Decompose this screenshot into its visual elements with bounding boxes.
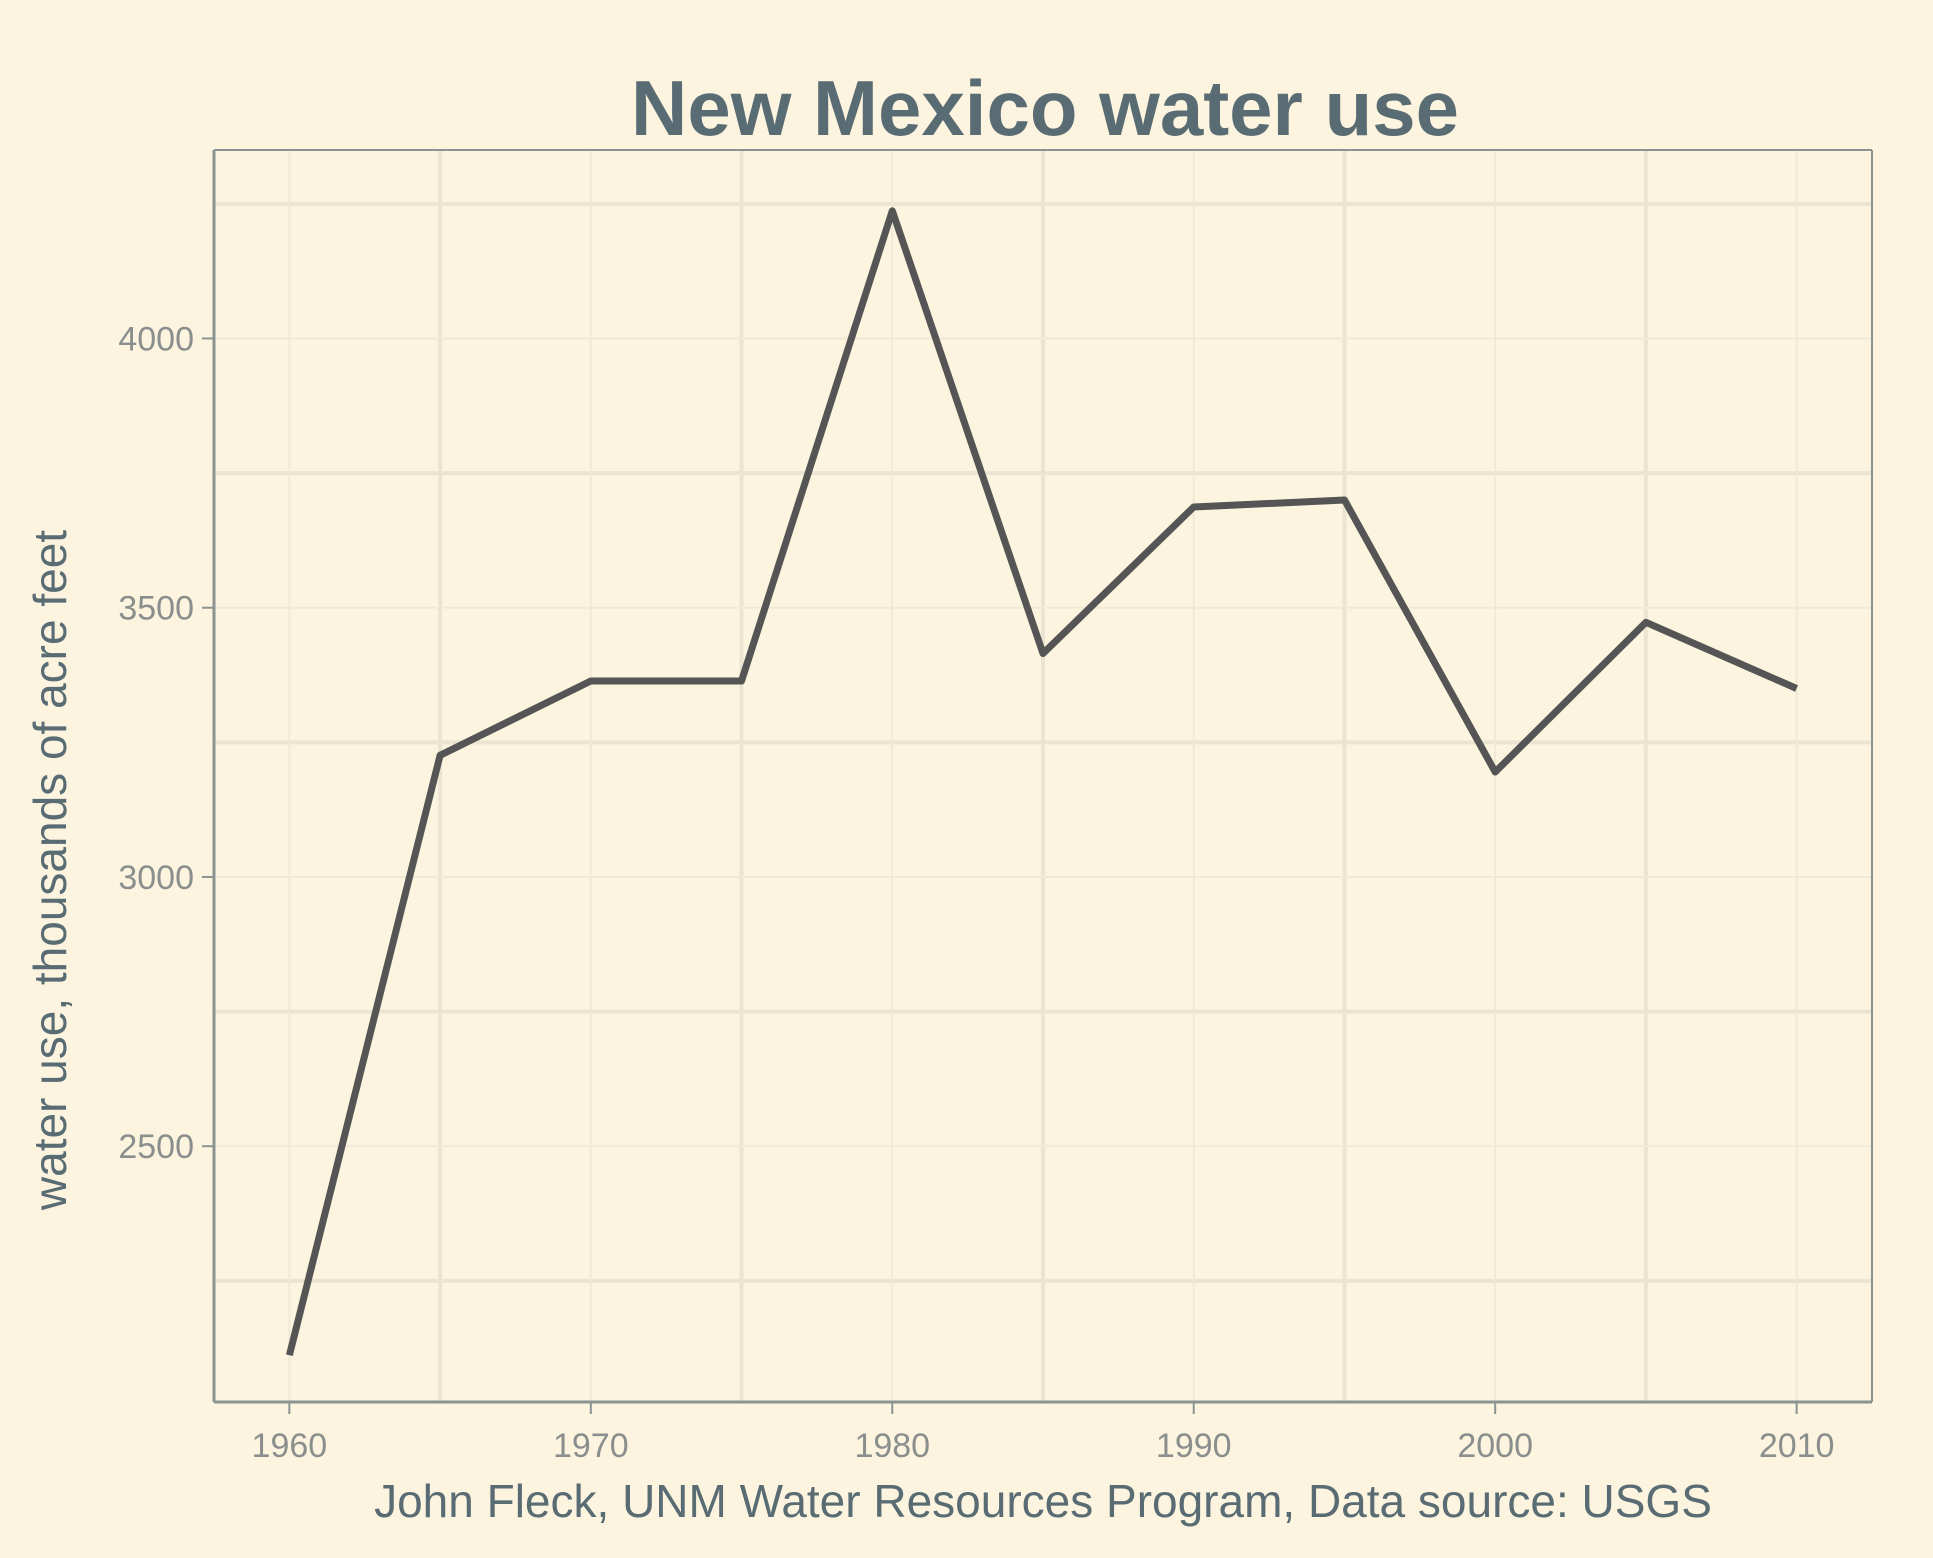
x-axis-title: John Fleck, UNM Water Resources Program,… — [374, 1475, 1712, 1527]
y-tick-label: 3500 — [118, 590, 194, 628]
axes — [202, 149, 1873, 1414]
x-tick-label: 1980 — [854, 1427, 930, 1465]
x-tick-label: 1970 — [553, 1427, 629, 1465]
x-tick-label: 2010 — [1759, 1427, 1835, 1465]
y-tick-label: 3000 — [118, 859, 194, 897]
x-tick-label: 1960 — [252, 1427, 328, 1465]
gridlines — [214, 150, 1872, 1402]
y-tick-label: 2500 — [118, 1128, 194, 1166]
data-series — [286, 207, 1799, 1357]
x-tick-label: 1990 — [1156, 1427, 1232, 1465]
y-axis-title: water use, thousands of acre feet — [24, 530, 76, 1211]
chart-title: New Mexico water use — [631, 64, 1459, 152]
y-tick-label: 4000 — [118, 320, 194, 358]
x-tick-label: 2000 — [1457, 1427, 1533, 1465]
tick-labels: 1960 1970 1980 1990 2000 2010 2500 3000 3500 4000 — [118, 320, 1834, 1465]
